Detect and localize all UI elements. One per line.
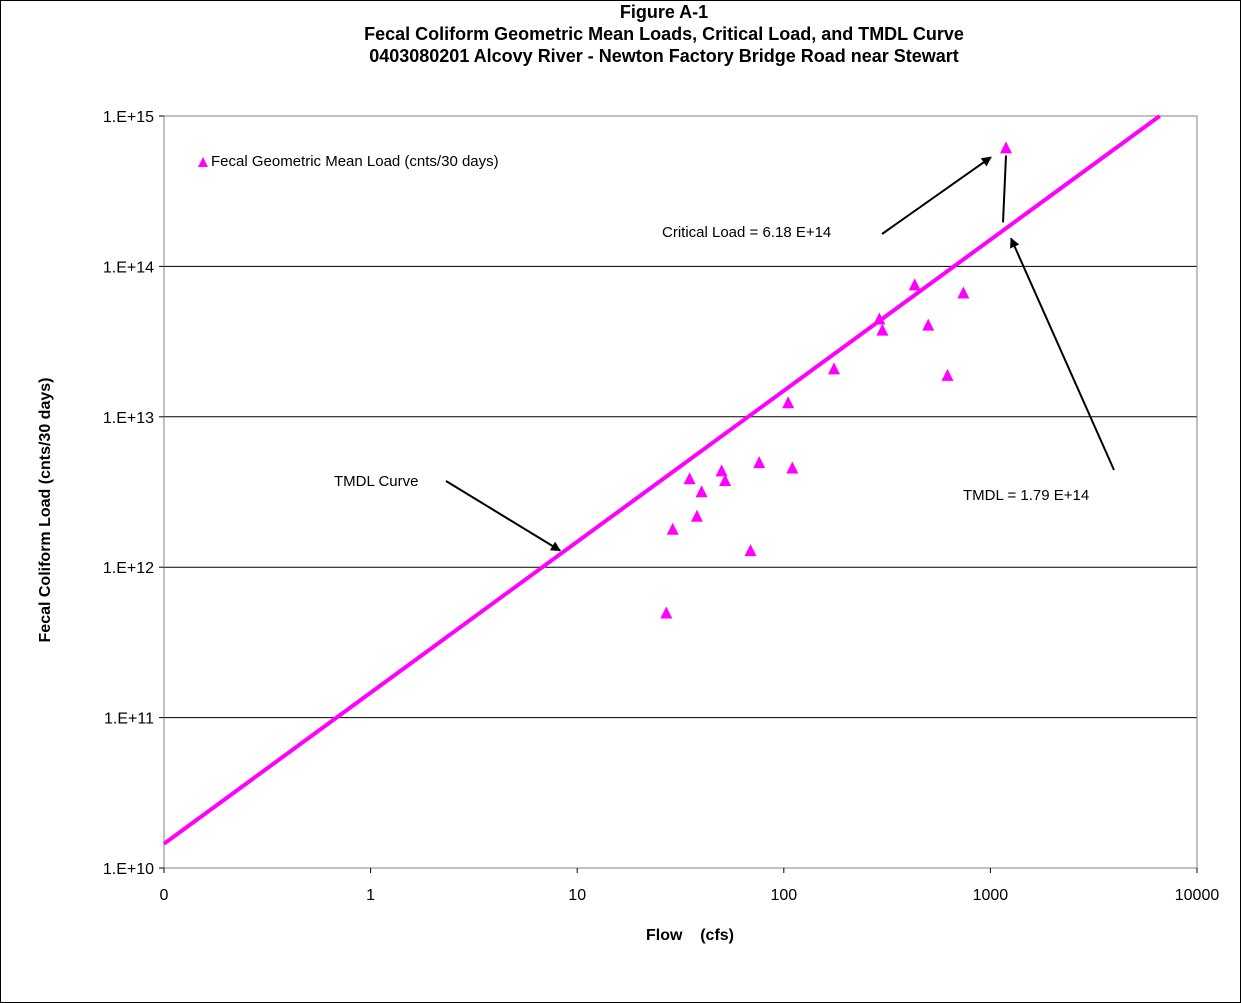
data-point-triangle [828,362,841,375]
chart-title: Figure A-1 [619,2,709,22]
x-tick-label: 1 [366,887,375,904]
data-point-triangle [715,464,728,477]
data-point-triangle [908,278,921,291]
y-axis-label: Fecal Coliform Load (cnts/30 days) [37,377,54,643]
legend-label: Fecal Geometric Mean Load (cnts/30 days) [211,153,499,170]
data-point-triangle [873,312,886,325]
legend-marker-triangle [198,156,208,167]
data-point-triangle [782,396,795,409]
legend: Fecal Geometric Mean Load (cnts/30 days) [197,153,499,170]
data-point-triangle [786,461,799,474]
data-point-triangle [660,606,673,619]
x-tick-label: 10 [568,887,586,904]
data-point-triangle [683,472,696,485]
data-point-triangle [876,323,889,336]
y-tick-label: 1.E+15 [103,109,154,126]
x-tick-label: 10000 [1175,887,1220,904]
data-point-triangle [666,522,679,535]
data-point-triangle [941,368,954,381]
y-tick-label: 1.E+14 [103,259,154,276]
x-axis-label: Flow (cfs) [646,927,734,944]
tmdl-curve-arrow [445,480,562,552]
data-point-triangle [719,474,732,487]
x-tick-label: 0 [160,887,169,904]
data-point-triangle [922,318,935,331]
data-point-triangle [695,485,708,498]
y-tick-label: 1.E+12 [103,560,154,577]
tmdl-curve-annotation: TMDL Curve [334,473,419,490]
x-tick-label: 100 [770,887,797,904]
y-tick-label: 1.E+13 [103,410,154,427]
data-point-triangle [1000,141,1013,154]
tmdl-curve-line [162,114,1161,846]
tmdl-arrow [1010,237,1115,471]
data-point-triangle [690,509,703,522]
data-point-triangle [753,456,766,469]
chart-subtitle-line-1: Fecal Coliform Geometric Mean Loads, Cri… [364,24,964,44]
data-point-triangle [744,544,757,557]
data-point-triangle [957,286,970,299]
critical-load-annotation: Critical Load = 6.18 E+14 [662,224,832,241]
critical-to-tmdl-connector [1002,155,1008,223]
critical-load-arrow [881,156,992,235]
y-tick-label: 1.E+10 [103,861,154,878]
y-tick-label: 1.E+11 [104,711,154,728]
plot-area [163,115,1198,869]
chart-subtitle-line-2: 0403080201 Alcovy River - Newton Factory… [369,46,959,66]
x-tick-label: 1000 [973,887,1009,904]
tmdl-annotation: TMDL = 1.79 E+14 [963,487,1090,504]
